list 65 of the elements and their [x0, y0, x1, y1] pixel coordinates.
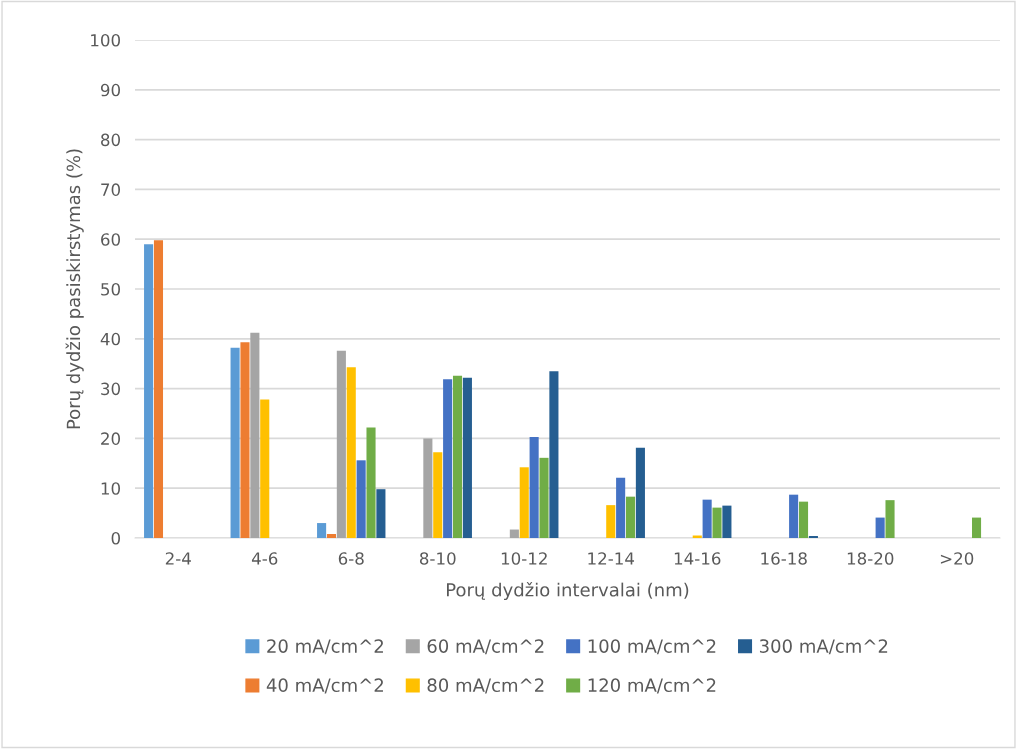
bar — [789, 494, 799, 538]
x-tick-label: 12-14 — [588, 552, 635, 565]
bar — [875, 517, 885, 538]
x-tick-label: 8-10 — [419, 552, 456, 565]
bar — [885, 500, 895, 538]
legend-label: 100 mA/cm^2 — [588, 639, 716, 655]
bar — [539, 457, 549, 538]
x-axis-title: Porų dydžio intervalai (nm) — [447, 581, 689, 601]
y-tick-label: 20 — [101, 432, 120, 445]
bar — [317, 523, 327, 538]
bar — [519, 467, 529, 538]
bar — [433, 452, 443, 538]
y-tick-label: 60 — [101, 233, 120, 246]
bar — [509, 529, 519, 538]
legend-label: 80 mA/cm^2 — [427, 678, 544, 694]
bar — [462, 377, 472, 538]
x-tick-label: 6-8 — [338, 552, 364, 565]
x-tick-label: 18-20 — [847, 552, 894, 565]
x-tick-label: 4-6 — [251, 552, 278, 565]
bar — [250, 332, 260, 538]
bar — [625, 496, 636, 538]
x-tick-label: 16-18 — [761, 552, 807, 565]
bar — [798, 501, 809, 538]
x-tick-label: 10-12 — [501, 552, 547, 565]
legend-label: 60 mA/cm^2 — [427, 639, 544, 655]
bar — [240, 342, 250, 538]
legend-label: 20 mA/cm^2 — [267, 639, 383, 655]
bar — [616, 477, 626, 538]
bar — [376, 489, 386, 538]
legend-label: 120 mA/cm^2 — [588, 678, 716, 694]
y-tick-label: 40 — [100, 332, 120, 346]
y-tick-label: 90 — [100, 83, 120, 97]
y-tick-label: 10 — [101, 482, 120, 495]
y-tick-label: 30 — [101, 382, 120, 396]
bar — [549, 371, 559, 538]
bar — [366, 427, 376, 538]
bar — [346, 367, 356, 538]
bar — [452, 375, 463, 538]
bar — [712, 507, 722, 538]
legend-label: 40 mA/cm^2 — [266, 678, 383, 694]
y-tick-label: 50 — [101, 282, 120, 296]
bar — [356, 460, 366, 538]
y-tick-label: 0 — [111, 531, 120, 545]
x-tick-label: 14-16 — [674, 552, 721, 565]
y-tick-label: 80 — [101, 133, 120, 147]
bar — [326, 534, 337, 538]
x-tick-label: 2-4 — [165, 552, 191, 565]
bar — [443, 379, 453, 538]
bar — [153, 240, 164, 538]
y-tick-label: 70 — [101, 183, 120, 196]
bar — [336, 350, 346, 538]
x-tick-label: >20 — [940, 552, 974, 565]
bar — [260, 399, 270, 538]
bar — [635, 447, 645, 538]
y-axis-title: Porų dydžio pasiskirstymas (%) — [65, 149, 84, 429]
bar — [230, 347, 240, 538]
legend-label: 300 mA/cm^2 — [759, 639, 888, 655]
bar — [702, 499, 712, 538]
bar — [722, 505, 732, 538]
y-tick-label: 100 — [91, 33, 120, 47]
bar — [971, 517, 982, 538]
bar — [144, 244, 154, 538]
bar — [423, 438, 433, 538]
bar — [606, 505, 616, 538]
bar — [529, 436, 539, 538]
